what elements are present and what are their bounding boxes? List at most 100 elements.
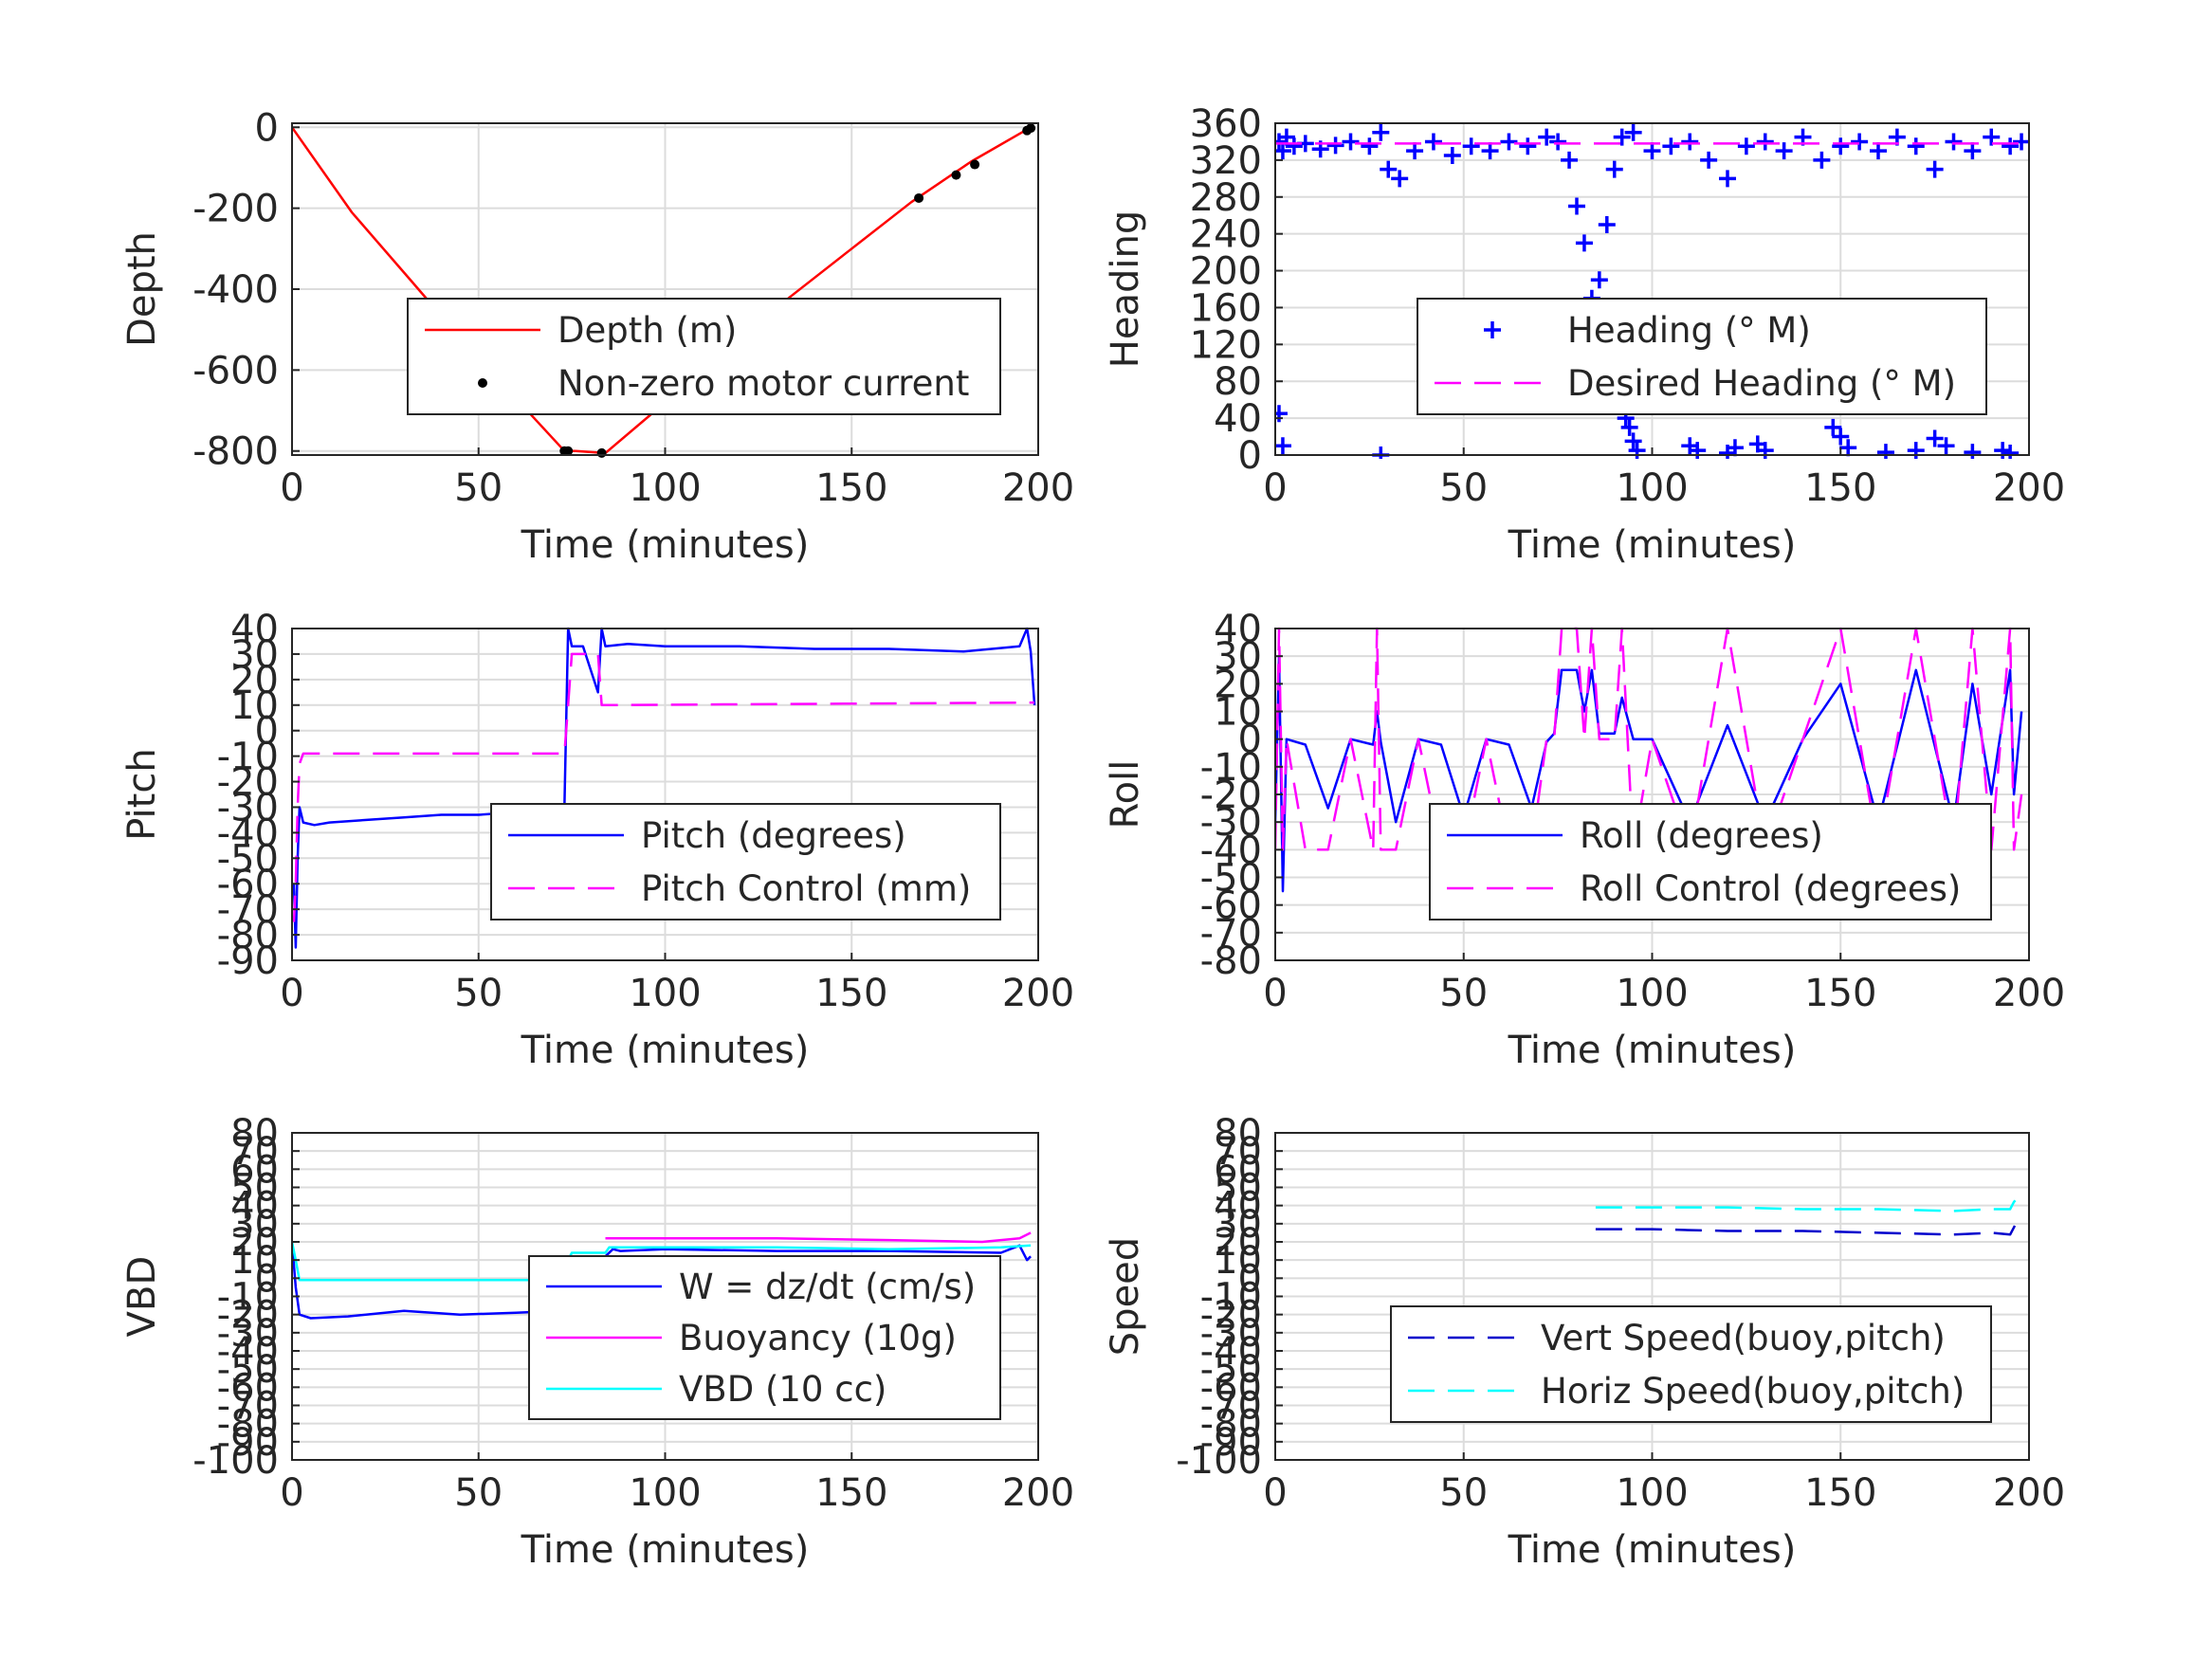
data-point	[1605, 160, 1623, 178]
x-tick-label: 50	[454, 466, 503, 510]
data-point	[1561, 151, 1579, 169]
data-point	[1983, 128, 2001, 146]
y-tick-label: 20	[230, 1221, 279, 1265]
legend-entry: Vert Speed(buoy,pitch)	[1541, 1318, 1946, 1358]
data-point	[1926, 160, 1944, 178]
legend-entry: Roll (degrees)	[1580, 815, 1823, 856]
data-point	[1026, 123, 1036, 134]
data-point	[1326, 137, 1344, 155]
series-horiz-speed-buoy-pitch	[1595, 1197, 2019, 1212]
data-point	[1620, 418, 1638, 436]
y-tick-label: 20	[230, 659, 279, 702]
y-tick-label: 20	[1214, 663, 1262, 706]
y-tick-label: -400	[192, 268, 279, 312]
x-tick-label: 100	[1616, 972, 1688, 1015]
y-tick-label: 320	[1190, 139, 1262, 183]
data-point	[1907, 137, 1925, 155]
y-tick-label: 80	[1214, 360, 1262, 404]
x-tick-label: 0	[1263, 1471, 1287, 1515]
data-point	[970, 159, 980, 170]
legend-entry: Desired Heading (° M)	[1567, 363, 1956, 404]
x-tick-label: 100	[629, 1471, 701, 1515]
x-axis-label: Time (minutes)	[1508, 523, 1797, 567]
data-point	[1500, 133, 1518, 151]
x-tick-label: 50	[454, 1471, 503, 1515]
data-point	[1839, 439, 1857, 457]
x-axis-label: Time (minutes)	[1508, 1029, 1797, 1072]
legend: Pitch (degrees) Pitch Control (mm)	[490, 803, 1001, 921]
legend-entry: Horiz Speed(buoy,pitch)	[1541, 1371, 1965, 1412]
y-tick-label: -50	[1200, 1348, 1262, 1392]
plot-area	[1275, 123, 2029, 459]
y-tick-label: -30	[1200, 1312, 1262, 1356]
data-point	[1700, 151, 1718, 169]
series-heading-m	[1275, 123, 2029, 307]
data-point	[1851, 133, 1869, 151]
y-tick-label: -100	[1176, 1439, 1262, 1483]
data-point	[1481, 142, 1499, 160]
data-point	[1275, 405, 1288, 423]
data-point	[1443, 147, 1461, 165]
x-tick-label: 0	[280, 972, 303, 1015]
data-point	[1870, 142, 1887, 160]
data-point	[1406, 142, 1424, 160]
data-point	[1575, 234, 1593, 252]
data-point	[1462, 137, 1480, 155]
subplot-1: 0 50 100 150 200 -800 -600 -400 -200 0 Time (minut…	[120, 106, 1074, 567]
data-point	[1391, 170, 1409, 188]
y-tick-label: 200	[1190, 250, 1262, 294]
data-point	[1275, 142, 1291, 160]
data-point	[1662, 137, 1680, 155]
x-tick-label: 200	[1993, 1471, 2065, 1515]
y-tick-label: -20	[217, 761, 279, 805]
x-tick-label: 50	[454, 972, 503, 1015]
data-point	[1824, 418, 1842, 436]
y-tick-label: 0	[1238, 434, 1262, 478]
y-tick-label: -10	[217, 736, 279, 779]
y-tick-label: -30	[1200, 801, 1262, 845]
subplot-2: 0 50 100 150 20004080120160200240280320360Ti…	[1104, 102, 2065, 567]
data-point	[1380, 160, 1398, 178]
data-point	[1964, 444, 1982, 459]
x-axis-label: Time (minutes)	[1508, 1528, 1797, 1572]
x-tick-label: 50	[1439, 466, 1488, 510]
y-tick-label: -90	[217, 1421, 279, 1465]
subplot-4: 0 50 100 150 200-80-70-60-50-40-30-20-100102…	[1104, 608, 2065, 1072]
data-point	[1372, 123, 1390, 141]
y-tick-label: -90	[1200, 1421, 1262, 1465]
data-point	[2002, 137, 2020, 155]
x-axis-label: Time (minutes)	[521, 523, 810, 567]
y-tick-label: -70	[217, 1385, 279, 1429]
data-point	[1726, 439, 1744, 457]
legend: W = dz/dt (cm/s) Buoyancy (10g) VBD (10 cc…	[528, 1255, 1001, 1420]
y-tick-label: 10	[230, 684, 279, 728]
y-tick-label: -200	[192, 188, 279, 231]
subplot-6: 0 50 100 150 200-100-90-80-70-60-50-40-30-20…	[1104, 1112, 2065, 1572]
series-buoyancy-10g	[605, 1231, 1032, 1244]
series-pitch-degrees	[292, 627, 1036, 949]
y-tick-label: 10	[1214, 1239, 1262, 1283]
y-tick-label: -50	[1200, 857, 1262, 901]
y-tick-label: -60	[1200, 1366, 1262, 1410]
y-tick-label: 80	[1214, 1112, 1262, 1156]
data-point	[1937, 437, 1955, 455]
x-tick-label: 100	[1616, 1471, 1688, 1515]
y-tick-label: 0	[1238, 719, 1262, 762]
legend-entry: Buoyancy (10g)	[679, 1318, 957, 1358]
y-tick-label: -20	[1200, 774, 1262, 817]
y-tick-label: 20	[1214, 1221, 1262, 1265]
data-point	[563, 446, 574, 456]
y-tick-label: -30	[217, 1312, 279, 1356]
y-tick-label: -40	[217, 811, 279, 855]
y-tick-label: 30	[1214, 635, 1262, 679]
data-point	[1342, 133, 1360, 151]
data-point	[1756, 442, 1774, 459]
y-tick-label: -50	[217, 837, 279, 881]
x-tick-label: 200	[1002, 972, 1074, 1015]
data-point	[1926, 429, 1944, 447]
data-point	[1598, 215, 1616, 233]
data-point	[1737, 137, 1755, 155]
data-point	[1681, 133, 1699, 151]
y-tick-label: -30	[217, 786, 279, 830]
data-point	[1775, 142, 1793, 160]
